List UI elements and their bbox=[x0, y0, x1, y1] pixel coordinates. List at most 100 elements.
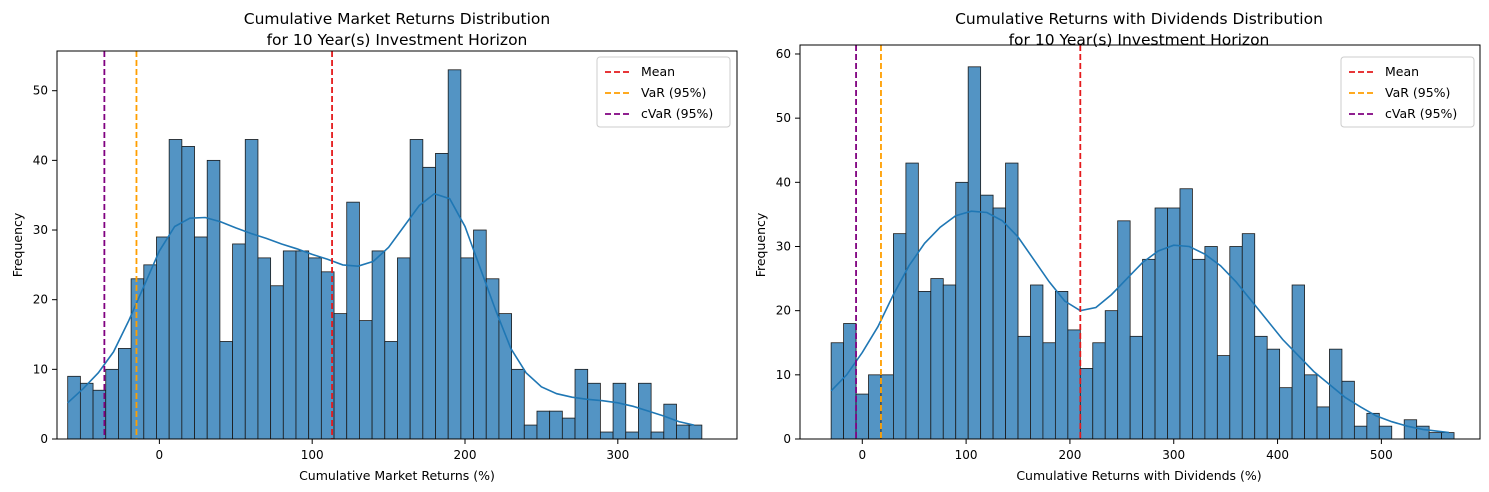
histogram-bar bbox=[1017, 335, 1031, 440]
histogram-bar bbox=[1441, 432, 1455, 440]
kde-curve bbox=[67, 192, 695, 426]
x-axis-ticks: 0 100 200 300 400 500 bbox=[858, 439, 1393, 462]
histogram-bar bbox=[409, 139, 424, 440]
histogram-bar bbox=[1216, 355, 1231, 440]
histogram-bar bbox=[67, 375, 81, 440]
y-tick-label: 60 bbox=[776, 47, 791, 61]
histogram-bar bbox=[980, 194, 994, 440]
legend: Mean VaR (95%) cVaR (95%) bbox=[596, 56, 731, 128]
histogram-bar bbox=[473, 229, 487, 440]
histogram-bar bbox=[143, 264, 157, 440]
chart-title-line1: Cumulative Market Returns Distribution bbox=[244, 10, 550, 28]
histogram-bar bbox=[1316, 406, 1330, 440]
histogram-bar bbox=[1054, 291, 1069, 440]
histogram-bar bbox=[855, 393, 869, 440]
legend-mean-label: Mean bbox=[1385, 64, 1419, 79]
y-tick-label: 50 bbox=[776, 111, 791, 125]
histogram-bar bbox=[967, 66, 982, 440]
histogram-bar bbox=[688, 424, 703, 440]
reference-lines bbox=[855, 45, 1082, 439]
histogram-bar bbox=[333, 313, 348, 440]
histogram-bar bbox=[587, 382, 601, 440]
histogram-bar bbox=[930, 278, 944, 440]
x-axis-label: Cumulative Market Returns (%) bbox=[299, 468, 495, 483]
histogram-bar bbox=[1030, 284, 1044, 440]
histogram-bar bbox=[1179, 188, 1193, 440]
histogram-bar bbox=[625, 431, 639, 440]
histogram-bar bbox=[1192, 258, 1206, 440]
y-tick-label: 50 bbox=[33, 84, 48, 98]
x-tick-label: 0 bbox=[156, 448, 164, 462]
histogram-bar bbox=[219, 341, 233, 440]
chart-market-returns: Cumulative Market Returns Distribution f… bbox=[10, 10, 738, 483]
histogram-bar bbox=[308, 257, 322, 440]
histogram-bar bbox=[206, 159, 221, 440]
chart-title-line2: for 10 Year(s) Investment Horizon bbox=[1009, 31, 1270, 49]
legend-mean-label: Mean bbox=[641, 64, 675, 79]
histogram-bar bbox=[460, 257, 474, 440]
histogram-bar bbox=[397, 257, 411, 440]
x-tick-label: 400 bbox=[1266, 448, 1289, 462]
legend-cvar-label: cVaR (95%) bbox=[1385, 106, 1457, 121]
y-axis-label: Frequency bbox=[753, 212, 768, 277]
histogram-bar bbox=[1291, 284, 1305, 440]
histogram-bar bbox=[1241, 233, 1256, 440]
histogram-bar bbox=[1353, 425, 1368, 440]
histogram-bar bbox=[257, 257, 272, 440]
histogram-bar bbox=[295, 250, 310, 440]
histogram-bar bbox=[523, 424, 538, 440]
y-tick-label: 10 bbox=[776, 368, 791, 382]
histogram-bar bbox=[880, 374, 894, 440]
histogram-bar bbox=[1266, 348, 1281, 440]
histogram-bar bbox=[1378, 425, 1393, 440]
histogram-bar bbox=[232, 243, 246, 440]
y-tick-label: 0 bbox=[783, 432, 791, 446]
histogram-bar bbox=[905, 162, 919, 440]
x-tick-label: 200 bbox=[1058, 448, 1081, 462]
histogram-bars bbox=[67, 69, 703, 440]
y-tick-label: 40 bbox=[776, 175, 791, 189]
histogram-bar bbox=[1254, 335, 1268, 440]
y-tick-label: 30 bbox=[33, 223, 48, 237]
x-tick-label: 0 bbox=[858, 448, 866, 462]
histogram-bar bbox=[1104, 310, 1119, 440]
histogram-bar bbox=[536, 410, 551, 440]
y-axis-ticks: 0 10 20 30 40 50 60 bbox=[776, 47, 800, 446]
histogram-bar bbox=[118, 348, 132, 440]
histogram-bar bbox=[1279, 387, 1293, 440]
plot-frame bbox=[56, 50, 738, 440]
histogram-bar bbox=[346, 201, 360, 440]
histogram-bar bbox=[599, 431, 614, 440]
x-tick-label: 300 bbox=[606, 448, 629, 462]
x-tick-label: 500 bbox=[1370, 448, 1393, 462]
histogram-bar bbox=[194, 236, 208, 440]
histogram-bar bbox=[1403, 419, 1418, 440]
histogram-bar bbox=[168, 139, 183, 440]
histogram-bar bbox=[663, 403, 677, 440]
histogram-bar bbox=[1142, 258, 1156, 440]
histogram-bar bbox=[384, 341, 398, 440]
histogram-bar bbox=[612, 382, 627, 440]
x-axis-ticks: 0 100 200 300 bbox=[156, 439, 629, 462]
histogram-bar bbox=[447, 69, 462, 440]
histogram-bar bbox=[1042, 342, 1056, 440]
chart-returns-with-dividends: Cumulative Returns with Dividends Distri… bbox=[753, 10, 1481, 483]
histogram-bar bbox=[511, 368, 525, 440]
y-axis-label: Frequency bbox=[10, 212, 25, 277]
histogram-bar bbox=[917, 291, 932, 440]
plot-frame bbox=[799, 44, 1481, 440]
histogram-bar bbox=[574, 368, 589, 440]
histogram-bar bbox=[1129, 335, 1143, 440]
y-tick-label: 20 bbox=[33, 293, 48, 307]
x-tick-label: 200 bbox=[454, 448, 477, 462]
histogram-bar bbox=[422, 166, 436, 440]
histogram-bar bbox=[650, 431, 665, 440]
y-tick-label: 40 bbox=[33, 153, 48, 167]
legend-box bbox=[596, 56, 731, 128]
x-tick-label: 100 bbox=[301, 448, 324, 462]
x-tick-label: 100 bbox=[955, 448, 978, 462]
y-axis-ticks: 0 10 20 30 40 50 bbox=[33, 84, 57, 446]
histogram-bar bbox=[843, 323, 857, 440]
kde-curve bbox=[830, 210, 1449, 434]
histogram-bar bbox=[244, 139, 259, 440]
